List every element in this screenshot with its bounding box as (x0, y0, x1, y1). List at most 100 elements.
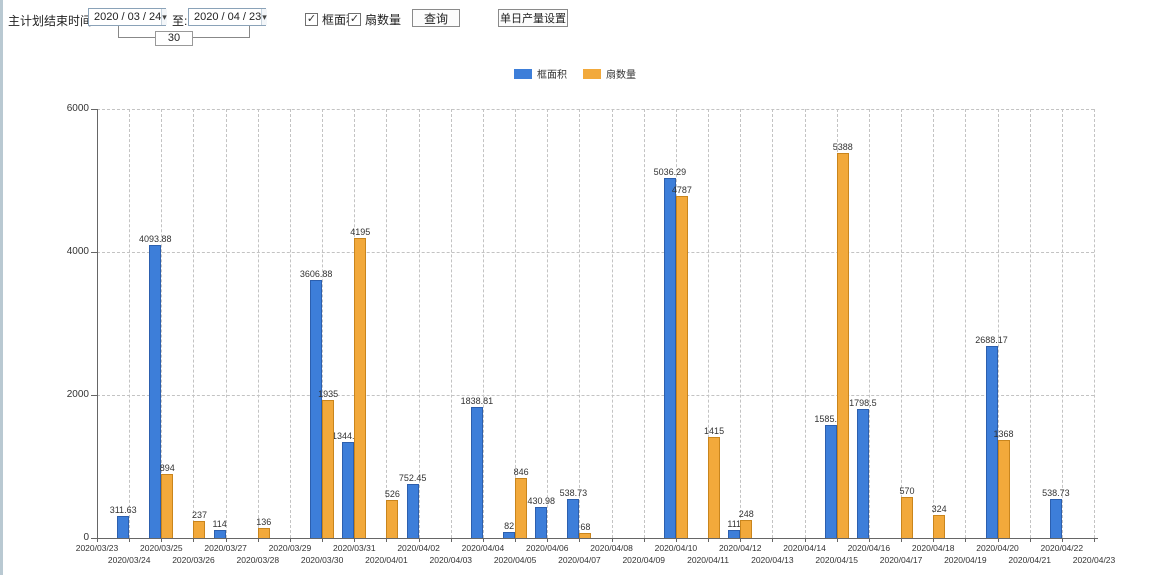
x-axis-label: 2020/03/31 (333, 543, 376, 553)
x-gridline (643, 109, 645, 538)
legend-item-fan-count[interactable]: 扇数量 (583, 66, 636, 81)
x-gridline (225, 109, 227, 538)
frame-area-legend-label: 框面积 (537, 70, 567, 81)
y-axis-label: 4000 (66, 246, 89, 257)
bar-frame-area (149, 245, 162, 538)
chart-legend: 框面积 扇数量 (0, 66, 1150, 81)
checkbox-check-icon[interactable]: ✓ (348, 13, 361, 26)
x-axis-label: 2020/03/24 (107, 555, 151, 565)
bar-frame-area (728, 530, 741, 538)
bar-value-label: 752.45 (398, 473, 427, 484)
bar-fan-count (997, 440, 1010, 538)
x-axis-tick (193, 538, 195, 542)
x-axis-tick (1094, 538, 1095, 542)
fan-count-swatch (583, 68, 601, 79)
bar-value-label: 3606.88 (299, 269, 333, 280)
x-axis-tick (675, 538, 677, 542)
to-label: 至: (172, 14, 188, 28)
bar-value-label: 430.98 (527, 496, 556, 507)
daily-output-settings-button[interactable]: 单日产量设置 (498, 9, 568, 27)
x-axis-label: 2020/03/25 (140, 543, 183, 553)
bar-fan-count (354, 238, 367, 538)
fan-count-legend-label: 扇数量 (606, 70, 636, 81)
x-gridline (515, 109, 517, 538)
x-axis-label: 2020/04/15 (815, 555, 858, 565)
x-axis-label: 2020/03/30 (300, 555, 344, 565)
x-gridline (965, 109, 967, 538)
bar-frame-area (342, 441, 355, 538)
x-axis-tick (868, 538, 870, 542)
x-axis-label: 2020/04/05 (493, 555, 537, 565)
x-axis-tick (997, 538, 999, 542)
x-axis-label: 2020/03/29 (268, 543, 312, 553)
bar-fan-count (193, 521, 206, 538)
x-axis-label: 2020/04/06 (525, 543, 569, 553)
x-gridline (1094, 109, 1095, 538)
y-axis (97, 109, 98, 538)
interval-bracket-right (193, 26, 250, 38)
fan-count-checkbox[interactable]: ✓ 扇数量 (348, 11, 401, 28)
interval-bracket-left (118, 26, 155, 38)
x-axis-tick (740, 538, 742, 542)
window-left-edge (0, 0, 3, 575)
bar-value-label: 114 (212, 518, 227, 529)
bar-fan-count (322, 399, 335, 538)
x-axis-label: 2020/04/04 (461, 543, 505, 553)
x-gridline (386, 109, 388, 538)
x-axis-tick (450, 538, 452, 542)
bar-fan-count (579, 533, 592, 538)
x-axis-label: 2020/04/18 (911, 543, 955, 553)
x-gridline (161, 109, 163, 538)
bar-frame-area (567, 499, 580, 538)
bar-frame-area (824, 424, 837, 538)
x-axis-tick (547, 538, 549, 542)
x-axis-tick (643, 538, 645, 542)
x-axis-tick (901, 538, 903, 542)
x-axis-tick (611, 538, 613, 542)
x-axis-tick (836, 538, 838, 542)
y-gridline (97, 395, 1094, 396)
x-gridline (322, 109, 324, 538)
x-axis-label: 2020/04/11 (687, 555, 730, 565)
chevron-down-icon[interactable]: ▾ (161, 9, 167, 25)
x-axis-tick (482, 538, 484, 542)
x-gridline (740, 109, 742, 538)
x-axis-tick (772, 538, 774, 542)
x-axis-tick (354, 538, 356, 542)
x-gridline (708, 109, 710, 538)
bar-value-label: 1935 (318, 388, 339, 399)
chevron-down-icon[interactable]: ▾ (261, 9, 267, 25)
x-axis-tick (386, 538, 388, 542)
x-axis-label: 2020/04/09 (622, 555, 665, 565)
legend-item-frame-area[interactable]: 框面积 (514, 66, 567, 81)
bar-fan-count (740, 520, 753, 538)
x-axis-tick (322, 538, 324, 542)
checkbox-check-icon[interactable]: ✓ (305, 13, 318, 26)
x-axis-label: 2020/04/07 (558, 555, 601, 565)
x-gridline (933, 109, 935, 538)
x-axis (93, 538, 1098, 539)
interval-days-input[interactable]: 30 (155, 31, 193, 46)
x-axis-label: 2020/04/20 (976, 543, 1019, 553)
x-gridline (1029, 109, 1031, 538)
x-gridline (1061, 109, 1063, 538)
x-gridline (579, 109, 581, 538)
date-from-picker[interactable]: 2020 / 03 / 24 ▾ (88, 8, 167, 26)
bar-value-label: 311.63 (109, 504, 137, 515)
bar-fan-count (836, 152, 849, 538)
bar-frame-area (663, 177, 676, 538)
x-gridline (129, 109, 131, 538)
bar-value-label: 894 (159, 463, 175, 474)
date-to-picker[interactable]: 2020 / 04 / 23 ▾ (188, 8, 267, 26)
x-axis-label: 2020/04/03 (429, 555, 473, 565)
bar-value-label: 5036.29 (653, 166, 687, 177)
query-button[interactable]: 查询 (412, 9, 460, 27)
x-gridline (868, 109, 870, 538)
bar-frame-area (310, 280, 323, 538)
bar-fan-count (386, 500, 399, 538)
bar-value-label: 2688.17 (975, 334, 1008, 345)
bar-frame-area (503, 532, 516, 538)
bar-value-label: 1798.5 (849, 398, 877, 409)
x-gridline (450, 109, 452, 538)
